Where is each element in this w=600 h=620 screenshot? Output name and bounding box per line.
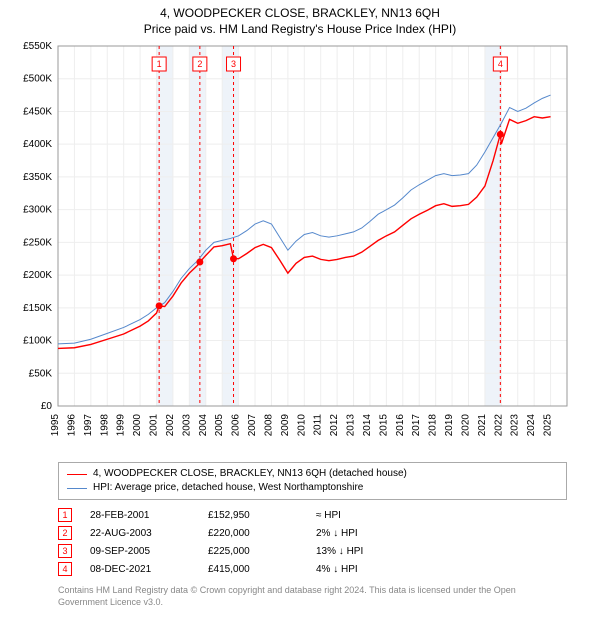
transaction-marker: 3 xyxy=(58,544,72,558)
svg-text:£200K: £200K xyxy=(23,270,52,281)
svg-text:2023: 2023 xyxy=(510,414,521,437)
svg-text:2000: 2000 xyxy=(132,414,143,437)
svg-text:2010: 2010 xyxy=(296,414,307,437)
svg-text:2007: 2007 xyxy=(247,414,258,437)
transaction-marker: 1 xyxy=(58,508,72,522)
svg-text:£100K: £100K xyxy=(23,336,52,347)
chart-area: £0 £50K £100K £150K £200K £250K £300K £350K £400… xyxy=(0,38,600,458)
svg-text:2004: 2004 xyxy=(198,414,209,437)
title-line-1: 4, WOODPECKER CLOSE, BRACKLEY, NN13 6QH xyxy=(0,6,600,20)
svg-text:2022: 2022 xyxy=(493,414,504,437)
svg-text:2019: 2019 xyxy=(444,414,455,437)
svg-text:2016: 2016 xyxy=(395,414,406,437)
svg-text:1998: 1998 xyxy=(99,414,110,437)
svg-text:2002: 2002 xyxy=(165,414,176,437)
transaction-price: £415,000 xyxy=(208,564,298,575)
footnote: Contains HM Land Registry data © Crown c… xyxy=(58,584,567,608)
chart-title-block: 4, WOODPECKER CLOSE, BRACKLEY, NN13 6QH … xyxy=(0,0,600,38)
svg-text:1: 1 xyxy=(157,59,162,69)
svg-text:2024: 2024 xyxy=(526,414,537,437)
transaction-diff: 13% ↓ HPI xyxy=(316,546,406,557)
svg-text:£350K: £350K xyxy=(23,172,52,183)
svg-text:2001: 2001 xyxy=(149,414,160,437)
transaction-price: £152,950 xyxy=(208,510,298,521)
line-chart-svg: £0 £50K £100K £150K £200K £250K £300K £350K £400… xyxy=(0,38,600,458)
legend-row: HPI: Average price, detached house, West… xyxy=(67,481,558,495)
svg-text:£500K: £500K xyxy=(23,74,52,85)
svg-text:2020: 2020 xyxy=(460,414,471,437)
transaction-marker: 2 xyxy=(58,526,72,540)
svg-text:1997: 1997 xyxy=(83,414,94,437)
svg-text:£550K: £550K xyxy=(23,41,52,52)
svg-text:£50K: £50K xyxy=(29,368,53,379)
svg-text:£250K: £250K xyxy=(23,237,52,248)
transaction-table: 1 28-FEB-2001 £152,950 ≈ HPI 2 22-AUG-2003 £22… xyxy=(58,506,567,578)
svg-text:2008: 2008 xyxy=(263,414,274,437)
transaction-row: 4 08-DEC-2021 £415,000 4% ↓ HPI xyxy=(58,560,567,578)
legend-swatch xyxy=(67,488,87,489)
svg-text:2013: 2013 xyxy=(346,414,357,437)
svg-text:2015: 2015 xyxy=(378,414,389,437)
svg-text:2003: 2003 xyxy=(181,414,192,437)
svg-text:4: 4 xyxy=(498,59,503,69)
svg-text:2025: 2025 xyxy=(543,414,554,437)
svg-text:£0: £0 xyxy=(41,401,53,412)
svg-text:2017: 2017 xyxy=(411,414,422,437)
legend-label: HPI: Average price, detached house, West… xyxy=(93,481,363,495)
title-line-2: Price paid vs. HM Land Registry's House … xyxy=(0,22,600,36)
legend-swatch xyxy=(67,474,87,475)
svg-text:2005: 2005 xyxy=(214,414,225,437)
transaction-row: 2 22-AUG-2003 £220,000 2% ↓ HPI xyxy=(58,524,567,542)
legend-label: 4, WOODPECKER CLOSE, BRACKLEY, NN13 6QH … xyxy=(93,467,407,481)
svg-text:2012: 2012 xyxy=(329,414,340,437)
transaction-diff: 4% ↓ HPI xyxy=(316,564,406,575)
svg-text:3: 3 xyxy=(231,59,236,69)
svg-text:2014: 2014 xyxy=(362,414,373,437)
svg-text:£450K: £450K xyxy=(23,106,52,117)
transaction-diff: 2% ↓ HPI xyxy=(316,528,406,539)
svg-text:2: 2 xyxy=(197,59,202,69)
svg-text:2006: 2006 xyxy=(231,414,242,437)
svg-text:1999: 1999 xyxy=(116,414,127,437)
transaction-marker: 4 xyxy=(58,562,72,576)
legend-row: 4, WOODPECKER CLOSE, BRACKLEY, NN13 6QH … xyxy=(67,467,558,481)
svg-text:2011: 2011 xyxy=(313,414,324,436)
transaction-row: 3 09-SEP-2005 £225,000 13% ↓ HPI xyxy=(58,542,567,560)
svg-text:2009: 2009 xyxy=(280,414,291,437)
svg-text:2021: 2021 xyxy=(477,414,488,437)
svg-text:£150K: £150K xyxy=(23,303,52,314)
transaction-date: 22-AUG-2003 xyxy=(90,528,190,539)
transaction-date: 28-FEB-2001 xyxy=(90,510,190,521)
transaction-price: £220,000 xyxy=(208,528,298,539)
svg-text:£300K: £300K xyxy=(23,205,52,216)
transaction-date: 08-DEC-2021 xyxy=(90,564,190,575)
svg-text:£400K: £400K xyxy=(23,139,52,150)
transaction-row: 1 28-FEB-2001 £152,950 ≈ HPI xyxy=(58,506,567,524)
svg-text:1996: 1996 xyxy=(66,414,77,437)
legend: 4, WOODPECKER CLOSE, BRACKLEY, NN13 6QH … xyxy=(58,462,567,500)
transaction-diff: ≈ HPI xyxy=(316,510,406,521)
svg-text:1995: 1995 xyxy=(50,414,61,437)
transaction-price: £225,000 xyxy=(208,546,298,557)
svg-text:2018: 2018 xyxy=(428,414,439,437)
transaction-date: 09-SEP-2005 xyxy=(90,546,190,557)
